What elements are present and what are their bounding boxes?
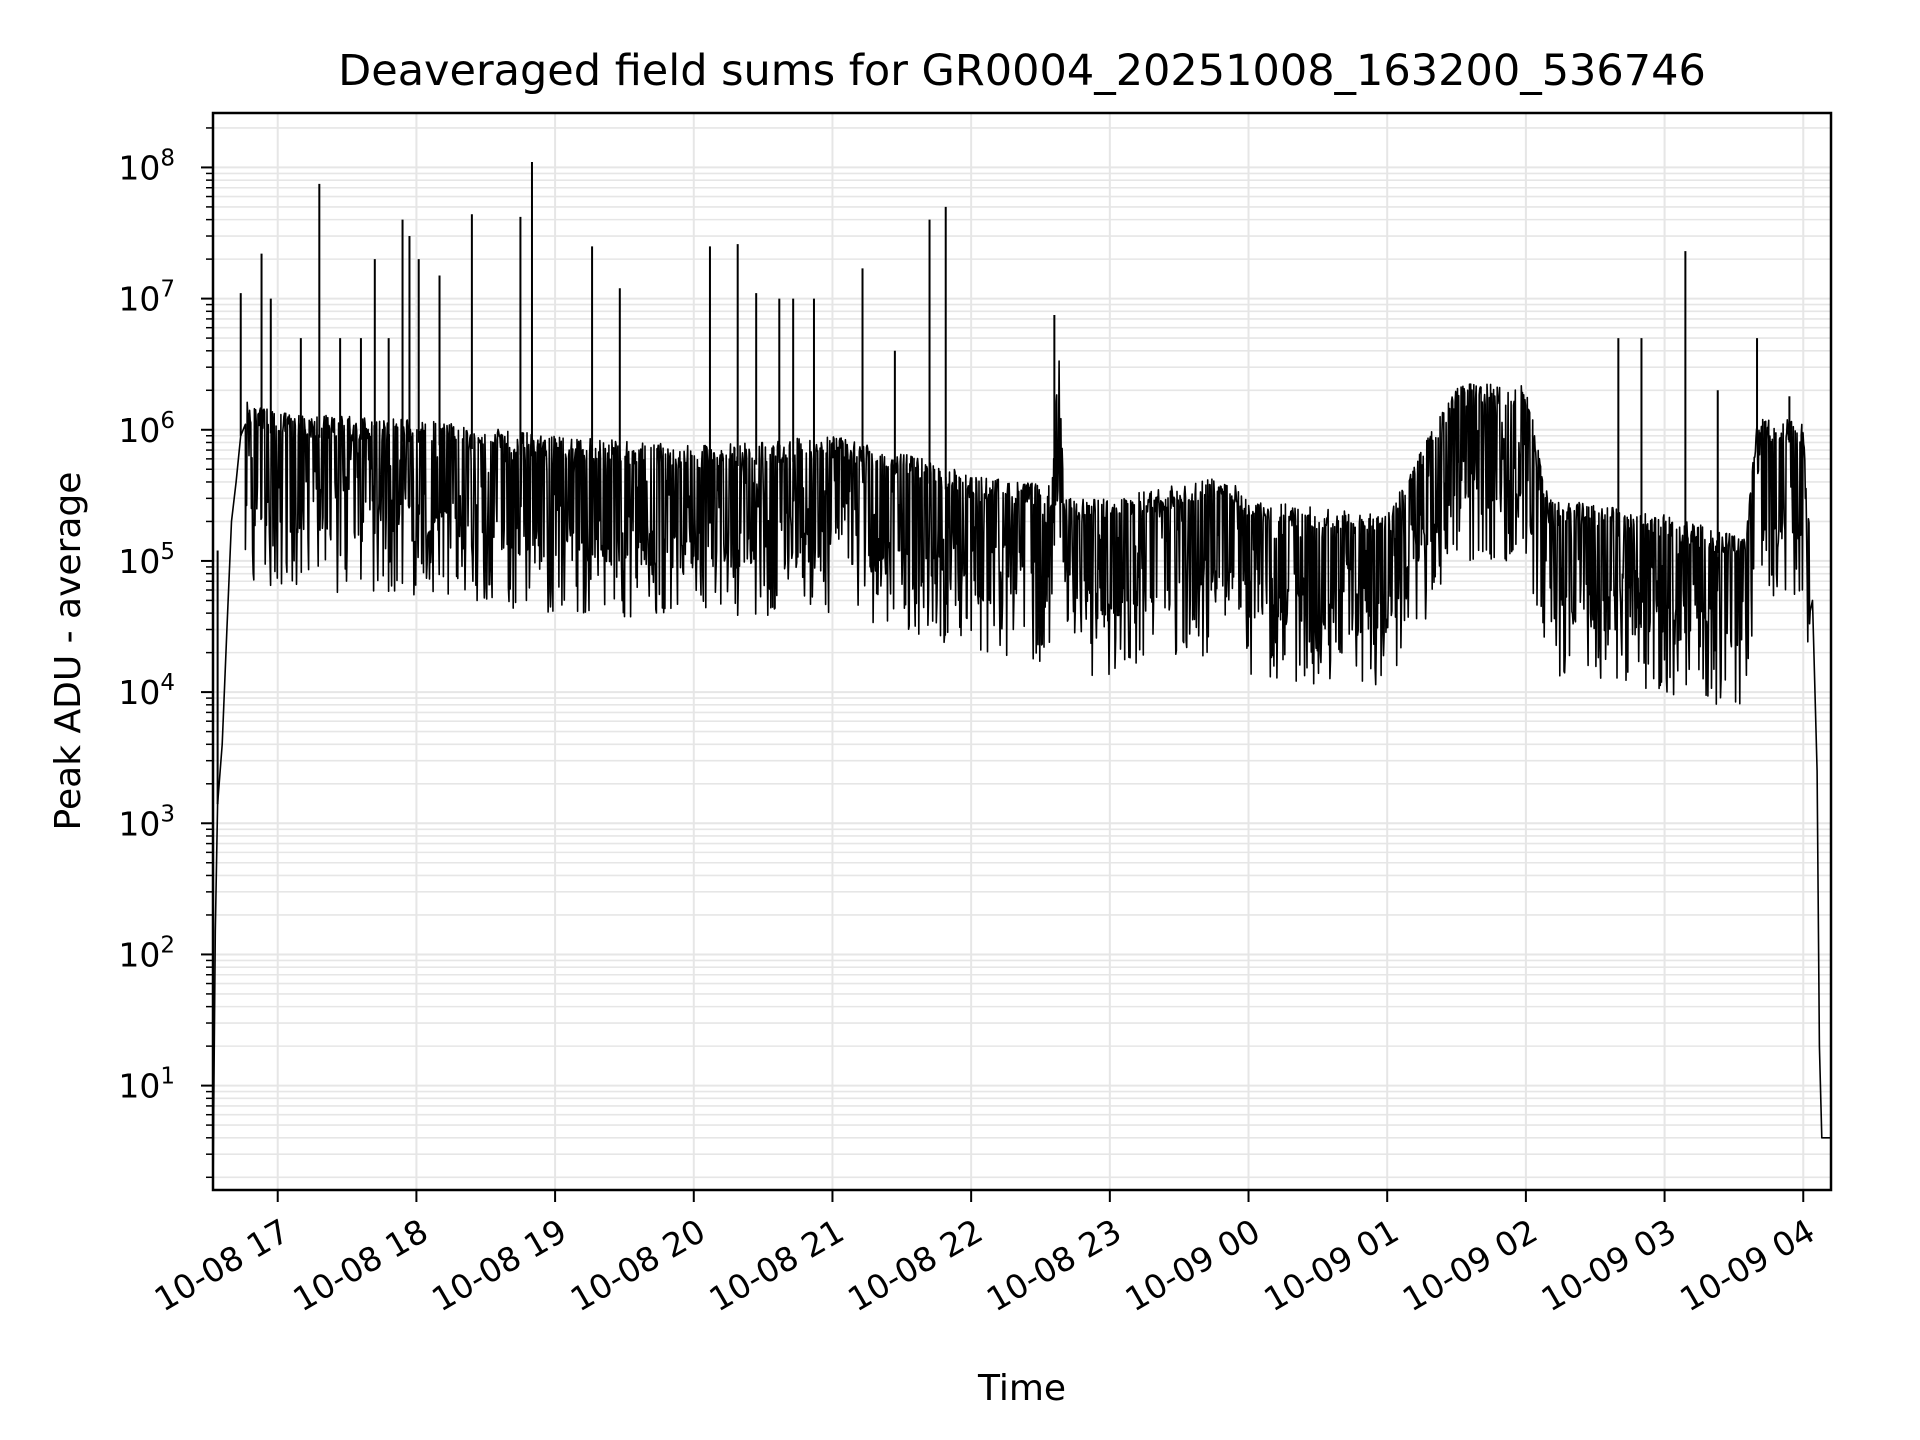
y-tick-label: 104 [118, 670, 175, 712]
y-tick-label: 108 [118, 145, 175, 187]
y-tick-label: 102 [118, 932, 175, 974]
grid [213, 113, 1831, 1190]
y-tick-label: 103 [118, 801, 175, 843]
plot-frame [211, 111, 1833, 1192]
x-axis-label: Time [977, 1368, 1066, 1409]
y-tick-label: 105 [118, 539, 175, 581]
y-axis: 101 102 103 104 105 106 107 108 [118, 127, 213, 1179]
y-tick-label: 101 [118, 1064, 175, 1106]
chart-title: Deaveraged field sums for GR0004_2025100… [338, 46, 1706, 96]
y-tick-label: 107 [118, 277, 175, 319]
y-tick-label: 106 [118, 408, 175, 450]
series-line [212, 360, 1831, 1191]
series-layer [212, 162, 1831, 1191]
y-axis-label: Peak ADU - average [48, 472, 89, 831]
